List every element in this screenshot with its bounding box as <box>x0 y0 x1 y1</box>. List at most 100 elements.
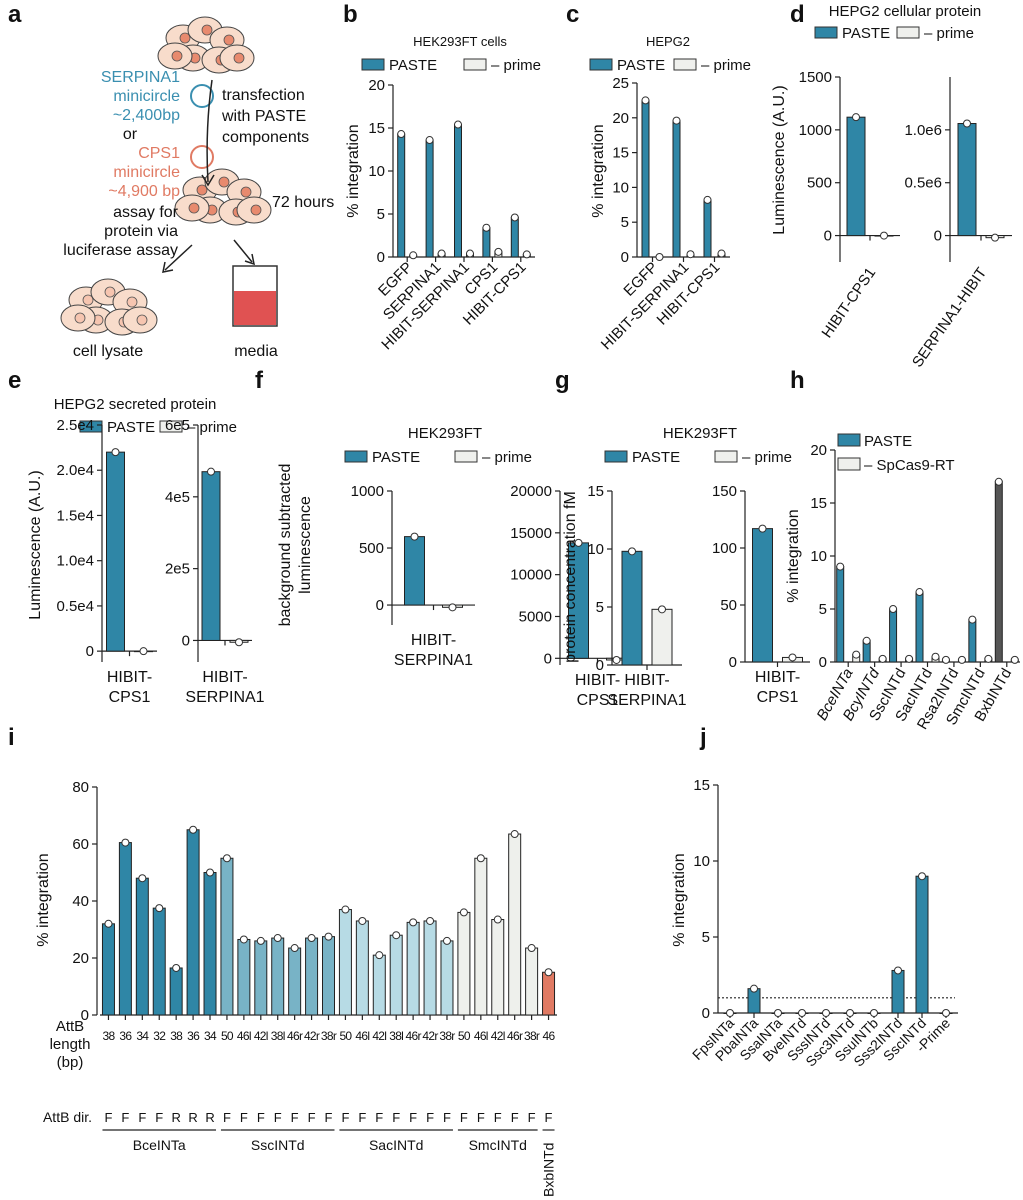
serpina1-label: ~2,400bp <box>113 107 180 124</box>
attb-direction: F <box>341 1110 349 1125</box>
legend-label-1: – prime <box>482 449 532 466</box>
i-data-point <box>189 825 198 834</box>
x-tick-label: HIBIT- <box>202 669 247 686</box>
d-data-point <box>991 233 999 242</box>
d-y-tick-label: 1.0e6 <box>904 122 942 139</box>
x-tick-label: SERPINA1 <box>394 652 473 669</box>
attb-direction: F <box>494 1110 502 1125</box>
c-data-point <box>703 195 712 204</box>
b-data-point <box>510 213 519 222</box>
panel-label: j <box>699 724 707 751</box>
attb-length-value: 42l <box>491 1029 505 1043</box>
i-bar <box>322 936 335 1016</box>
d-bar <box>957 123 977 237</box>
x-tick-label: CPS1 <box>757 689 799 706</box>
or-label: or <box>123 126 138 143</box>
i-bar <box>423 920 437 1016</box>
assay-label: luciferase assay <box>63 242 178 259</box>
h-data-point <box>941 655 950 664</box>
i-bar <box>186 829 200 1016</box>
i-bar <box>152 907 166 1016</box>
b-y-tick-label: 10 <box>368 163 385 180</box>
i-bar <box>372 954 386 1016</box>
attb-direction: F <box>358 1110 366 1125</box>
media-arrow-icon <box>233 239 253 263</box>
group-label: SscINTd <box>251 1137 305 1153</box>
attb-length-value: 46l <box>474 1029 488 1043</box>
i-bar <box>203 872 217 1016</box>
legend-label-1: – prime <box>701 57 751 74</box>
j-data-point <box>942 1009 950 1017</box>
i-y-tick-label: 40 <box>72 893 89 910</box>
panel-label: f <box>255 367 264 394</box>
panel-label: a <box>8 1 22 28</box>
b-data-point <box>482 223 491 232</box>
c-y-tick-label: 15 <box>612 145 629 162</box>
attb-length-label: length <box>50 1036 91 1053</box>
f-y-tick-label: 20000 <box>510 483 552 500</box>
i-bar <box>406 921 420 1016</box>
i-data-point <box>172 963 181 972</box>
i-data-point <box>324 932 333 941</box>
panel-label: b <box>343 1 358 28</box>
transfection-label: with PASTE <box>221 108 306 125</box>
e-data-point <box>139 647 148 656</box>
attb-direction: F <box>121 1110 129 1125</box>
media-label: media <box>234 343 278 360</box>
i-data-point <box>222 854 231 863</box>
attb-direction: R <box>205 1110 214 1125</box>
transfection-arrow-icon <box>206 79 213 183</box>
j-bar <box>891 969 905 1014</box>
x-tick-label: HIBIT- <box>411 632 456 649</box>
attb-length-value: 42l <box>254 1029 268 1043</box>
j-y-tick-label: 5 <box>702 929 710 946</box>
attb-length-value: 46l <box>237 1029 251 1043</box>
c-data-point <box>641 96 650 105</box>
b-data-point <box>437 249 446 258</box>
attb-direction: F <box>325 1110 333 1125</box>
legend-label-0: PASTE <box>389 57 437 74</box>
i-bar <box>220 857 234 1016</box>
i-data-point <box>493 915 502 924</box>
attb-length-value: 34 <box>136 1029 149 1043</box>
legend-label-1: – prime <box>187 419 237 436</box>
y-axis-label: Luminescence (A.U.) <box>27 470 44 619</box>
d-data-point <box>880 231 888 240</box>
attb-length-value: 34 <box>204 1029 217 1043</box>
attb-length-value: 46r <box>507 1029 523 1043</box>
e-y-tick-label: 0.5e4 <box>56 598 94 615</box>
i-data-point <box>239 935 248 944</box>
attb-direction: F <box>375 1110 383 1125</box>
e-y-tick-label: 0 <box>182 632 190 649</box>
c-y-tick-label: 25 <box>612 75 629 92</box>
nucleus <box>240 186 252 198</box>
i-data-point <box>442 936 451 945</box>
transfected-cells-icon <box>174 168 272 226</box>
g-y-tick-label: 100 <box>712 540 737 557</box>
nucleus <box>126 296 138 308</box>
panel-label: d <box>790 1 805 28</box>
attb-direction: F <box>460 1110 468 1125</box>
c-y-tick-label: 5 <box>621 214 629 231</box>
i-data-point <box>527 944 536 953</box>
cps1-label: ~4,900 bp <box>108 183 180 200</box>
arrowhead-icon <box>162 261 174 273</box>
j-y-tick-label: 0 <box>702 1005 710 1022</box>
attb-direction: R <box>171 1110 180 1125</box>
e-y-tick-label: 1.0e4 <box>56 553 94 570</box>
attb-direction: F <box>223 1110 231 1125</box>
attb-length-value: 50 <box>458 1029 471 1043</box>
nucleus <box>74 312 86 324</box>
group-label: BceINTa <box>133 1137 186 1153</box>
nucleus <box>201 24 213 36</box>
f-y-tick-label: 15000 <box>510 525 552 542</box>
legend-label-0: PASTE <box>617 57 665 74</box>
y-axis-label: % integration <box>35 853 52 946</box>
legend-swatch-1 <box>714 450 738 463</box>
j-data-point <box>798 1009 806 1017</box>
i-data-point <box>155 904 164 913</box>
i-data-point <box>341 905 350 914</box>
chart-title: HEK293FT <box>663 425 737 442</box>
attb-dir-label: AttB dir. <box>43 1109 92 1125</box>
